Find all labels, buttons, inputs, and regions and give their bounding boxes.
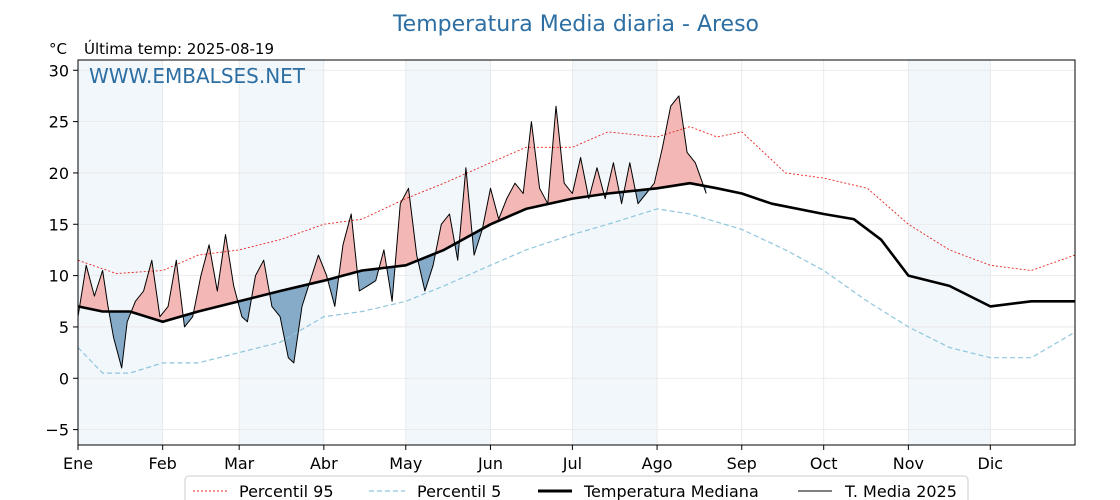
x-tick-label-Oct: Oct bbox=[810, 454, 838, 473]
x-tick-label-Dic: Dic bbox=[978, 454, 1004, 473]
last-temp-label: Última temp: 2025-08-19 bbox=[84, 39, 274, 58]
above-median-fill-21 bbox=[482, 106, 588, 230]
series-line-median bbox=[77, 181, 1075, 324]
above-median-fill-5 bbox=[192, 234, 238, 317]
legend-label-2025: T. Media 2025 bbox=[844, 482, 957, 500]
below-median-fill-2 bbox=[108, 306, 130, 368]
x-tick-label-Ene: Ene bbox=[63, 454, 93, 473]
month-band-3 bbox=[572, 60, 658, 445]
y-tick-label-5: 5 bbox=[59, 318, 69, 337]
below-median-fill-10 bbox=[326, 275, 338, 307]
x-tick-label-May: May bbox=[389, 454, 422, 473]
x-tick-label-Ago: Ago bbox=[642, 454, 673, 473]
y-tick-label-25: 25 bbox=[49, 113, 69, 132]
y-tick-label-30: 30 bbox=[49, 61, 69, 80]
y-tick-label-15: 15 bbox=[49, 215, 69, 234]
below-median-fill-20 bbox=[471, 225, 483, 256]
chart-title: Temperatura Media diaria - Areso bbox=[392, 12, 759, 37]
above-median-fill-19 bbox=[459, 167, 472, 245]
x-tick-label-Jul: Jul bbox=[562, 454, 582, 473]
series-lines bbox=[77, 95, 1076, 374]
y-tick-label-10: 10 bbox=[49, 267, 69, 286]
above-median-fill-27 bbox=[622, 162, 636, 197]
above-median-fill-9 bbox=[308, 255, 327, 286]
y-tick-label-20: 20 bbox=[49, 164, 69, 183]
plot-frame bbox=[77, 59, 1076, 446]
month-shade-bands bbox=[78, 60, 991, 445]
x-tick-label-Nov: Nov bbox=[893, 454, 924, 473]
y-tick-label-0: 0 bbox=[59, 369, 69, 388]
above-median-fill-29 bbox=[648, 95, 704, 191]
x-axis-ticks: Ene Feb Mar Abr May Jun Jul Ago Sep Oct Nov Dic bbox=[63, 445, 1003, 473]
legend: Percentil 95 Percentil 5 Temperatura Med… bbox=[184, 475, 969, 500]
unit-label: °C bbox=[49, 40, 67, 58]
month-band-4 bbox=[908, 60, 991, 445]
below-median-fill-4 bbox=[183, 313, 193, 327]
series-line-y2025 bbox=[77, 95, 707, 369]
x-tick-label-Jun: Jun bbox=[477, 454, 503, 473]
legend-label-p5: Percentil 5 bbox=[417, 482, 501, 500]
month-band-2 bbox=[405, 60, 491, 445]
below-median-fill-8 bbox=[269, 284, 309, 363]
legend-label-median: Temperatura Mediana bbox=[583, 482, 759, 500]
month-band-0 bbox=[78, 60, 163, 445]
above-median-fill-23 bbox=[588, 167, 604, 199]
legend-label-p95: Percentil 95 bbox=[239, 482, 334, 500]
above-median-fill-17 bbox=[434, 214, 454, 259]
y-axis-ticks: −5 0 5 10 15 20 25 30 bbox=[45, 61, 78, 440]
series-line-p5 bbox=[77, 208, 1076, 374]
x-tick-label-Mar: Mar bbox=[224, 454, 255, 473]
below-median-fill-16 bbox=[416, 253, 435, 291]
x-tick-label-Feb: Feb bbox=[149, 454, 177, 473]
above-median-fill-7 bbox=[251, 260, 270, 299]
above-median-fill-3 bbox=[129, 260, 184, 322]
month-band-1 bbox=[239, 60, 324, 445]
y-tick-label--5: −5 bbox=[45, 421, 69, 440]
x-tick-label-Sep: Sep bbox=[727, 454, 757, 473]
watermark: WWW.EMBALSES.NET bbox=[89, 64, 306, 88]
above-median-fill-25 bbox=[605, 162, 619, 199]
x-tick-label-Abr: Abr bbox=[310, 454, 338, 473]
legend-box bbox=[184, 475, 969, 500]
above-median-fill-11 bbox=[337, 214, 357, 286]
series-line-p95 bbox=[77, 126, 1076, 274]
below-median-fill-28 bbox=[635, 189, 649, 204]
